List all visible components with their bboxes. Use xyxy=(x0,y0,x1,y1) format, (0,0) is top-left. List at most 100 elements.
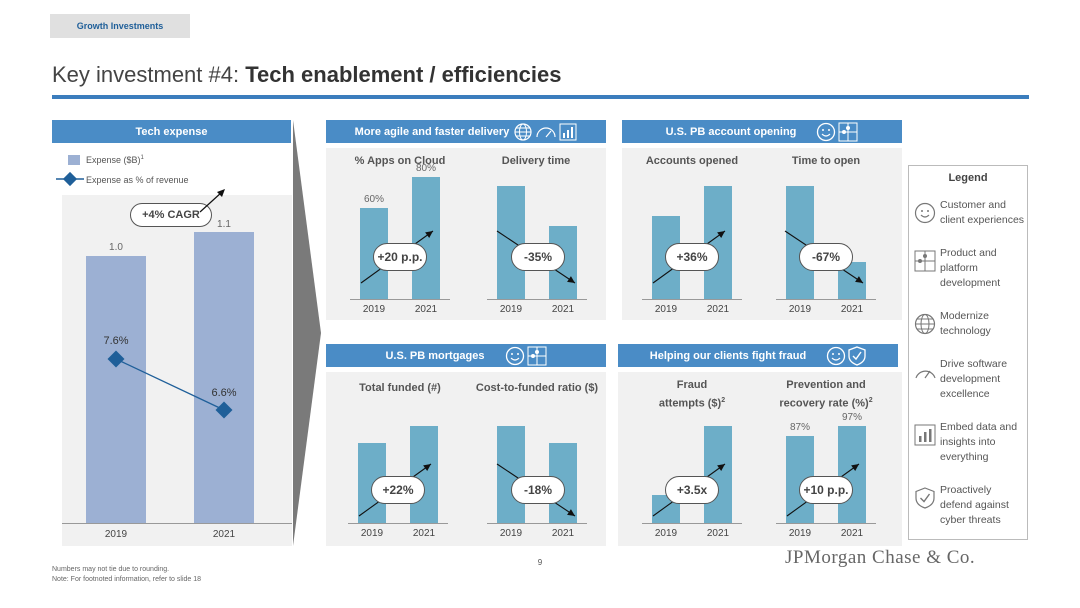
speedometer-icon xyxy=(536,126,556,137)
accounts-opened-title: Accounts opened xyxy=(645,155,739,167)
page-number: 9 xyxy=(537,558,543,567)
shield-icon xyxy=(848,345,866,366)
legend-line-swatch xyxy=(56,171,84,187)
cagr-oval: +4% CAGR xyxy=(130,203,212,227)
apps-x-label-0: 2019 xyxy=(362,304,386,315)
apps-x-label-1: 2021 xyxy=(414,304,438,315)
accounts-baseline xyxy=(642,299,742,300)
accounts-change-oval: +36% xyxy=(665,243,719,271)
accounts-x-label-1: 2021 xyxy=(706,304,730,315)
pct-label-2019: 7.6% xyxy=(103,335,129,347)
delivery-baseline xyxy=(487,299,587,300)
legend-item-product: Product and platform development xyxy=(914,246,1029,291)
legend-bar-label: Expense ($B)1 xyxy=(86,155,144,165)
puzzle-icon xyxy=(914,250,936,272)
expense-pct-line xyxy=(107,350,233,419)
mortgages-header: U.S. PB mortgages xyxy=(326,344,606,367)
time_open-bar-0 xyxy=(786,186,814,299)
apps-change-oval: +20 p.p. xyxy=(373,243,427,271)
legend-item-customer: Customer and client experiences xyxy=(914,198,1029,228)
prevention-baseline xyxy=(776,523,876,524)
total_funded-x-label-1: 2021 xyxy=(412,528,436,539)
delivery-time-title: Delivery time xyxy=(501,155,571,167)
prevention-x-label-1: 2021 xyxy=(840,528,864,539)
apps-cloud-title: % Apps on Cloud xyxy=(354,155,446,167)
total_funded-bar-1 xyxy=(410,426,438,523)
agile-header: More agile and faster delivery xyxy=(326,120,606,143)
tech-expense-bar-2019 xyxy=(86,256,146,523)
delivery-change-oval: -35% xyxy=(511,243,565,271)
tech-expense-baseline xyxy=(62,523,292,524)
fraud-header: Helping our clients fight fraud xyxy=(618,344,898,367)
expansion-chevron xyxy=(293,120,321,546)
prevention-change-oval: +10 p.p. xyxy=(799,476,853,504)
globe-icon xyxy=(514,122,532,141)
account-opening-header: U.S. PB account opening xyxy=(622,120,902,143)
accounts-x-label-0: 2019 xyxy=(654,304,678,315)
fraud_attempts-baseline xyxy=(642,523,742,524)
delivery-x-label-0: 2019 xyxy=(499,304,523,315)
page-title: Key investment #4: Tech enablement / eff… xyxy=(52,62,562,87)
legend-item-data: Embed data and insights into everything xyxy=(914,420,1029,465)
section-tag: Growth Investments xyxy=(50,14,190,38)
time_open-baseline xyxy=(776,299,876,300)
legend-bar-swatch xyxy=(68,155,80,165)
cost_funded-change-oval: -18% xyxy=(511,476,565,504)
total_funded-x-label-0: 2019 xyxy=(360,528,384,539)
shield-icon xyxy=(915,487,935,509)
total-funded-title: Total funded (#) xyxy=(359,382,441,394)
time_open-change-oval: -67% xyxy=(799,243,853,271)
tech-expense-bar-2021 xyxy=(194,232,254,523)
pct-label-2021: 6.6% xyxy=(211,387,237,399)
smiley-icon xyxy=(505,346,524,365)
total_funded-baseline xyxy=(348,523,448,524)
cost-to-funded-title: Cost-to-funded ratio ($) xyxy=(475,382,599,394)
legend-line-label: Expense as % of revenue xyxy=(86,175,189,185)
legend-item-modernize: Modernize technology xyxy=(914,309,1029,339)
prevention-value-label-1: 97% xyxy=(841,412,862,423)
delivery-x-label-1: 2021 xyxy=(551,304,575,315)
cost_funded-x-label-0: 2019 xyxy=(499,528,523,539)
time_open-x-label-1: 2021 xyxy=(840,304,864,315)
prevention-title: Prevention and recovery rate (%)2 xyxy=(779,379,873,410)
footnote-rounding: Numbers may not tie due to rounding. xyxy=(52,566,170,573)
cost_funded-bar-0 xyxy=(497,426,525,523)
globe-icon xyxy=(914,313,936,335)
smiley-icon xyxy=(914,202,936,224)
fraud_attempts-x-label-1: 2021 xyxy=(706,528,730,539)
puzzle-icon xyxy=(838,122,858,141)
title-divider xyxy=(52,95,1029,99)
footnote-reference: Note: For footnoted information, refer t… xyxy=(52,576,202,583)
legend-item-cyber: Proactively defend against cyber threats xyxy=(914,483,1029,528)
apps-value-label-1: 80% xyxy=(415,163,436,174)
legend-title: Legend xyxy=(948,172,988,184)
time-to-open-title: Time to open xyxy=(791,155,861,167)
cost_funded-x-label-1: 2021 xyxy=(551,528,575,539)
tech-expense-label-2019: 1.0 xyxy=(109,242,123,253)
company-logo: JPMorgan Chase & Co. xyxy=(785,547,976,568)
total_funded-change-oval: +22% xyxy=(371,476,425,504)
apps-value-label-0: 60% xyxy=(363,193,384,205)
fraud_attempts-change-oval: +3.5x xyxy=(665,476,719,504)
tech-expense-header: Tech expense xyxy=(52,120,291,143)
smiley-icon xyxy=(827,346,846,365)
apps-baseline xyxy=(350,299,450,300)
legend-panel: Legend Customer and client experiences Pr… xyxy=(908,165,1028,540)
prevention-bar-1 xyxy=(838,426,866,523)
prevention-x-label-0: 2019 xyxy=(788,528,812,539)
bar-chart-icon xyxy=(559,123,577,140)
puzzle-icon xyxy=(527,346,547,365)
speedometer-icon xyxy=(915,370,936,379)
delivery-bar-0 xyxy=(497,186,525,299)
smiley-icon xyxy=(817,122,836,141)
prevention-value-label-0: 87% xyxy=(789,422,810,433)
cagr-arrow xyxy=(199,189,225,213)
apps-bar-1 xyxy=(412,177,440,299)
time_open-x-label-0: 2019 xyxy=(788,304,812,315)
fraud_attempts-bar-1 xyxy=(704,426,732,523)
fraud_attempts-x-label-0: 2019 xyxy=(654,528,678,539)
legend-item-software: Drive software development excellence xyxy=(914,357,1029,402)
tech-expense-label-2021: 1.1 xyxy=(217,219,231,230)
cost_funded-baseline xyxy=(487,523,587,524)
bar-chart-icon xyxy=(914,424,936,446)
